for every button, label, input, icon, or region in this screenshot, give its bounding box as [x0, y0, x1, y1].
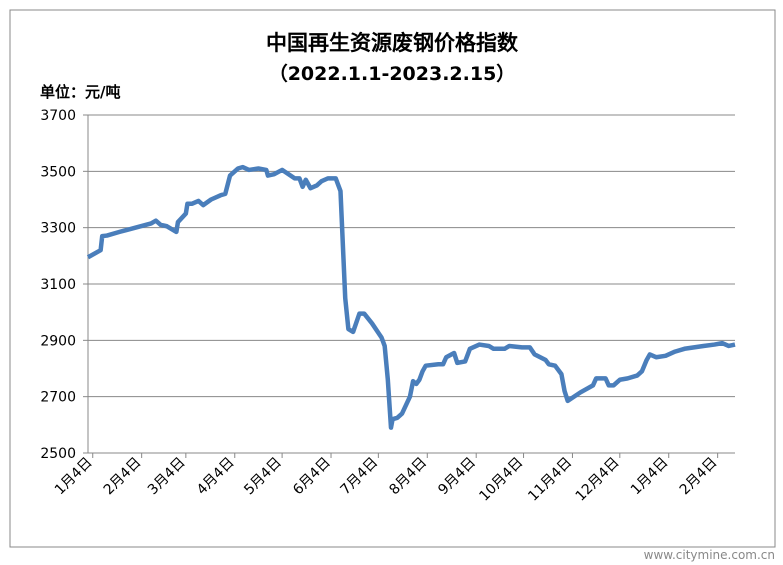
chart-subtitle: （2022.1.1-2023.2.15） — [269, 62, 516, 85]
watermark: www.citymine.com.cn — [644, 548, 775, 562]
y-tick-label: 3500 — [40, 164, 76, 180]
y-tick-label: 3700 — [40, 108, 76, 124]
unit-label: 单位：元/吨 — [40, 83, 120, 101]
y-tick-label: 3100 — [40, 277, 76, 293]
frame — [9, 9, 776, 548]
y-tick-label: 2900 — [40, 333, 76, 349]
y-tick-label: 2700 — [40, 390, 76, 406]
chart-title: 中国再生资源废钢价格指数 — [266, 31, 519, 55]
y-tick-label: 2500 — [40, 446, 76, 462]
data-line — [86, 164, 736, 430]
y-tick-label: 3300 — [40, 221, 76, 237]
